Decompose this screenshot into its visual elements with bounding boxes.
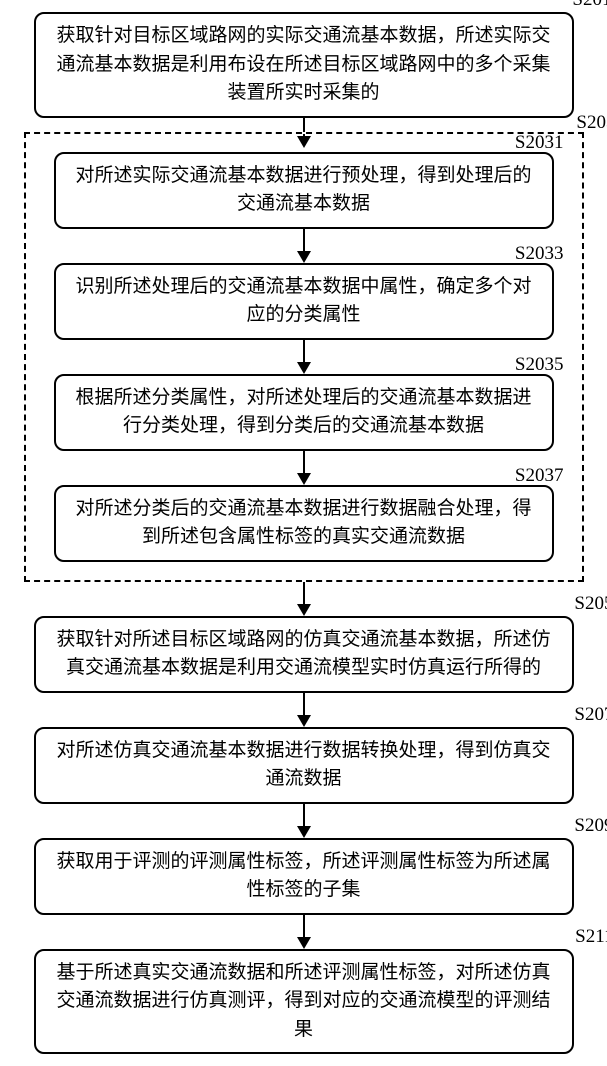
step-box: 对所述实际交通流基本数据进行预处理，得到处理后的交通流基本数据 — [54, 152, 554, 229]
step-box: 基于所述真实交通流数据和所述评测属性标签，对所述仿真交通流数据进行仿真测评，得到… — [34, 949, 574, 1055]
arrow — [297, 582, 311, 616]
step-label: S209 — [574, 816, 607, 835]
step-box: 对所述仿真交通流基本数据进行数据转换处理，得到仿真交通流数据 — [34, 727, 574, 804]
step-s205: S205 获取针对所述目标区域路网的仿真交通流基本数据，所述仿真交通流基本数据是… — [34, 616, 574, 693]
step-s201: S201 获取针对目标区域路网的实际交通流基本数据，所述实际交通流基本数据是利用… — [34, 12, 574, 118]
step-box: 对所述分类后的交通流基本数据进行数据融合处理，得到所述包含属性标签的真实交通流数… — [54, 485, 554, 562]
step-label: S205 — [574, 594, 607, 613]
step-label: S211 — [575, 927, 607, 946]
step-label: S2037 — [515, 465, 564, 487]
arrow — [297, 229, 311, 263]
flowchart: S201 获取针对目标区域路网的实际交通流基本数据，所述实际交通流基本数据是利用… — [12, 12, 595, 1054]
step-box: 获取针对目标区域路网的实际交通流基本数据，所述实际交通流基本数据是利用布设在所述… — [34, 12, 574, 118]
step-s211: S211 基于所述真实交通流数据和所述评测属性标签，对所述仿真交通流数据进行仿真… — [34, 949, 574, 1055]
step-box: 获取用于评测的评测属性标签，所述评测属性标签为所述属性标签的子集 — [34, 838, 574, 915]
arrow — [297, 451, 311, 485]
connector — [303, 118, 305, 132]
step-label: S2031 — [515, 132, 564, 154]
step-s2035: S2035 根据所述分类属性，对所述处理后的交通流基本数据进行分类处理，得到分类… — [54, 374, 554, 451]
group-s203: S203 S2031 对所述实际交通流基本数据进行预处理，得到处理后的交通流基本… — [24, 132, 584, 582]
step-box: 获取针对所述目标区域路网的仿真交通流基本数据，所述仿真交通流基本数据是利用交通流… — [34, 616, 574, 693]
step-s209: S209 获取用于评测的评测属性标签，所述评测属性标签为所述属性标签的子集 — [34, 838, 574, 915]
step-s2033: S2033 识别所述处理后的交通流基本数据中属性，确定多个对应的分类属性 — [54, 263, 554, 340]
arrow — [297, 693, 311, 727]
step-label: S2035 — [515, 354, 564, 376]
step-label: S207 — [574, 705, 607, 724]
step-box: 根据所述分类属性，对所述处理后的交通流基本数据进行分类处理，得到分类后的交通流基… — [54, 374, 554, 451]
arrow — [297, 804, 311, 838]
arrow — [297, 340, 311, 374]
step-label: S201 — [572, 0, 607, 9]
arrow — [297, 915, 311, 949]
group-label: S203 — [576, 112, 607, 134]
step-label: S2033 — [515, 243, 564, 265]
step-s2037: S2037 对所述分类后的交通流基本数据进行数据融合处理，得到所述包含属性标签的… — [54, 485, 554, 562]
step-s2031: S2031 对所述实际交通流基本数据进行预处理，得到处理后的交通流基本数据 — [54, 152, 554, 229]
arrow — [297, 134, 311, 148]
step-s207: S207 对所述仿真交通流基本数据进行数据转换处理，得到仿真交通流数据 — [34, 727, 574, 804]
step-box: 识别所述处理后的交通流基本数据中属性，确定多个对应的分类属性 — [54, 263, 554, 340]
